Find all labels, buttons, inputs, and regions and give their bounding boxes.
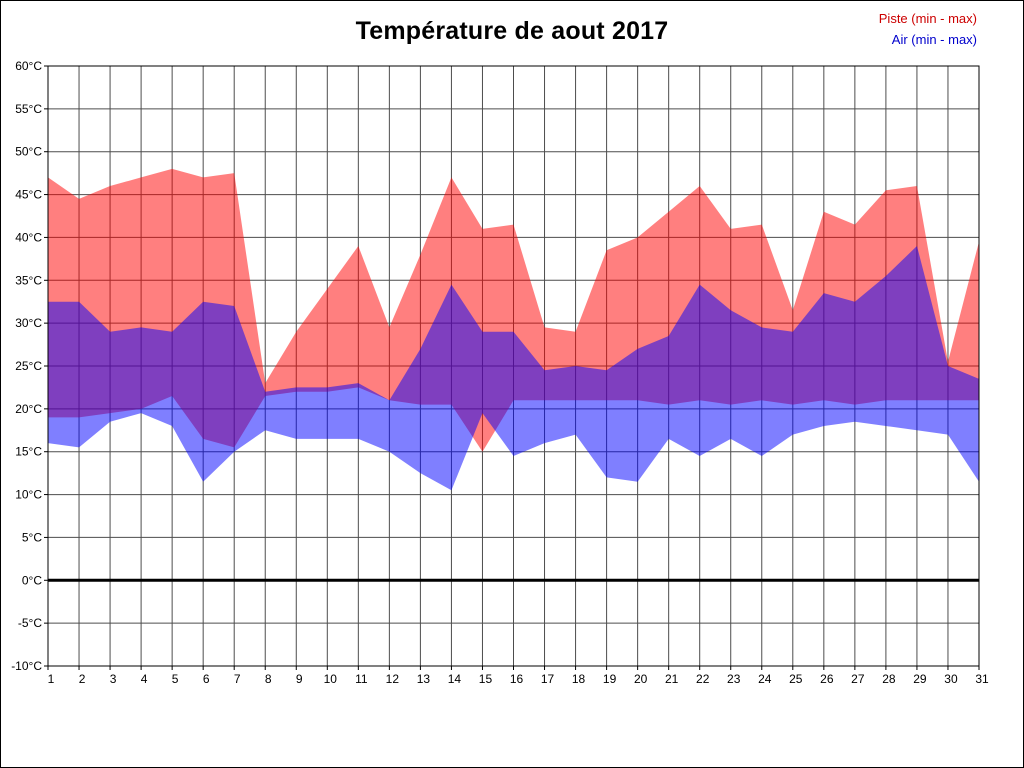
y-tick-label: 40°C: [15, 230, 42, 244]
y-tick-label: 5°C: [22, 530, 42, 544]
x-tick-label: 17: [541, 672, 555, 686]
x-tick-label: 23: [727, 672, 741, 686]
y-tick-label: -5°C: [18, 616, 42, 630]
x-tick-label: 4: [141, 672, 148, 686]
x-tick-label: 26: [820, 672, 834, 686]
y-tick-label: 20°C: [15, 402, 42, 416]
x-tick-label: 9: [296, 672, 303, 686]
x-tick-label: 8: [265, 672, 272, 686]
x-tick-label: 10: [324, 672, 338, 686]
chart-legend: Piste (min - max) Air (min - max): [879, 8, 977, 50]
legend-item-piste: Piste (min - max): [878, 11, 977, 26]
x-tick-label: 31: [975, 672, 989, 686]
x-axis-labels: 1 2 3 4 5 6 7 8 9 10 11 12 13 14 15 16 17 18 19 20 21 22 23 24 2…: [47, 666, 989, 686]
y-tick-label: -10°C: [11, 659, 42, 673]
y-tick-label: 25°C: [15, 359, 42, 373]
x-tick-label: 18: [572, 672, 586, 686]
y-tick-label: 50°C: [15, 145, 42, 159]
x-tick-label: 21: [665, 672, 679, 686]
x-tick-label: 24: [758, 672, 772, 686]
x-tick-label: 3: [110, 672, 117, 686]
x-tick-label: 19: [603, 672, 617, 686]
x-tick-label: 11: [355, 672, 368, 686]
y-tick-label: 0°C: [22, 573, 42, 587]
y-tick-label: 35°C: [15, 273, 42, 287]
y-tick-label: 60°C: [15, 59, 42, 73]
chart-title: Température de aout 2017: [355, 17, 669, 45]
y-tick-label: 10°C: [15, 488, 42, 502]
x-tick-label: 12: [386, 672, 400, 686]
x-tick-label: 16: [510, 672, 524, 686]
x-tick-label: 29: [913, 672, 927, 686]
legend-item-air: Air (min - max): [891, 32, 977, 47]
x-tick-label: 28: [882, 672, 896, 686]
x-tick-label: 27: [851, 672, 865, 686]
x-tick-label: 7: [234, 672, 241, 686]
x-tick-label: 5: [172, 672, 179, 686]
air-minmax-band: [48, 246, 979, 491]
y-axis-labels: 60°C 55°C 50°C 45°C 40°C 35°C 30°C 25°C 20°C 15°C…: [11, 59, 48, 673]
y-tick-label: 55°C: [15, 102, 42, 116]
x-tick-label: 14: [448, 672, 462, 686]
x-tick-label: 13: [417, 672, 431, 686]
x-tick-label: 6: [203, 672, 210, 686]
x-tick-label: 22: [696, 672, 710, 686]
x-tick-label: 20: [634, 672, 648, 686]
y-tick-label: 30°C: [15, 316, 42, 330]
y-tick-label: 45°C: [15, 188, 42, 202]
x-tick-label: 1: [48, 672, 55, 686]
y-tick-label: 15°C: [15, 445, 42, 459]
x-tick-label: 15: [479, 672, 493, 686]
x-tick-label: 25: [789, 672, 803, 686]
x-tick-label: 2: [79, 672, 86, 686]
x-tick-label: 30: [944, 672, 958, 686]
